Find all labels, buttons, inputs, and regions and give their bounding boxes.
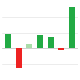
Bar (48, 37, 54, 48)
Bar (16, 48, 22, 68)
Bar (69, 7, 75, 48)
Bar (58, 48, 64, 50)
Bar (5, 34, 11, 48)
Bar (37, 35, 43, 48)
Bar (26, 44, 32, 48)
